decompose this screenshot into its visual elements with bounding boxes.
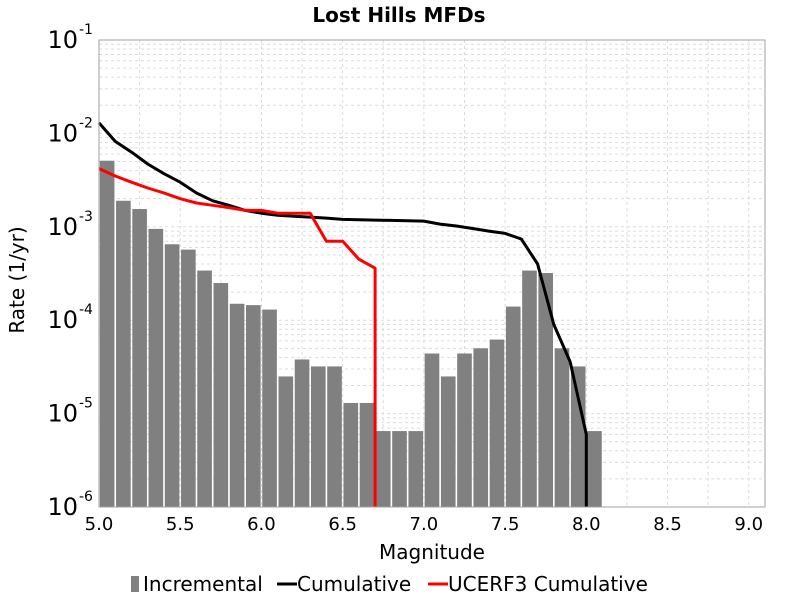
incremental-bar (132, 209, 147, 508)
x-tick-label: 6.0 (247, 514, 276, 535)
incremental-bar (197, 270, 212, 507)
y-tick-exponent: -5 (79, 396, 93, 412)
x-tick-label: 8.5 (653, 514, 682, 535)
x-tick-label: 7.5 (491, 514, 520, 535)
incremental-bar (440, 376, 456, 507)
y-tick-label: 10 (47, 493, 78, 521)
incremental-bar (181, 249, 196, 507)
incremental-bar (164, 244, 180, 507)
legend-item: Cumulative (277, 572, 411, 596)
legend-label: UCERF3 Cumulative (448, 572, 648, 596)
x-tick-label: 5.5 (166, 514, 195, 535)
x-tick-label: 8.0 (572, 514, 601, 535)
y-tick-label: 10 (47, 400, 78, 428)
chart-title: Lost Hills MFDs (312, 3, 485, 27)
y-tick-label: 10 (47, 26, 78, 54)
incremental-bar (99, 160, 115, 507)
x-axis-label: Magnitude (379, 540, 485, 564)
incremental-bar (489, 339, 505, 507)
incremental-bar (294, 359, 310, 507)
incremental-bar (538, 273, 554, 507)
legend-label: Cumulative (297, 572, 411, 596)
y-tick-label: 10 (47, 306, 78, 334)
incremental-bar (229, 303, 245, 507)
incremental-bar (343, 402, 359, 507)
incremental-bar (570, 366, 586, 507)
incremental-bar (554, 348, 570, 507)
incremental-bar (375, 431, 391, 507)
y-tick-exponent: -2 (79, 115, 93, 131)
y-tick-exponent: -1 (79, 22, 93, 38)
x-tick-label: 9.0 (734, 514, 763, 535)
incremental-bar (457, 353, 472, 507)
y-tick-exponent: -3 (79, 209, 93, 225)
y-tick-label: 10 (47, 119, 78, 147)
plot-frame (98, 39, 766, 508)
incremental-bar (587, 431, 602, 507)
incremental-bar (327, 366, 342, 507)
series-line-ucerf3-cumulative (98, 167, 377, 507)
incremental-bar (278, 376, 294, 507)
legend-swatch (131, 576, 139, 592)
y-tick-exponent: -4 (79, 302, 93, 318)
y-tick-label: 10 (47, 213, 78, 241)
incremental-bar (473, 348, 489, 507)
incremental-bar (505, 306, 521, 507)
incremental-bars (99, 160, 602, 508)
incremental-bar (522, 270, 537, 507)
incremental-bar (424, 353, 440, 507)
y-tick-exponent: -6 (79, 489, 93, 505)
legend-label: Incremental (143, 572, 263, 596)
y-axis-label: Rate (1/yr) (5, 226, 29, 333)
x-tick-label: 6.5 (328, 514, 357, 535)
x-tick-labels: 5.0 5.5 6.0 6.5 7.0 7.5 8.0 8.5 9.0 (85, 514, 763, 535)
series-line-cumulative (97, 121, 588, 507)
incremental-bar (148, 228, 164, 507)
legend-item: UCERF3 Cumulative (428, 572, 648, 596)
legend: Incremental Cumulative UCERF3 Cumulative (131, 572, 648, 596)
incremental-bar (116, 200, 131, 508)
incremental-bar (262, 309, 277, 507)
incremental-bar (310, 366, 326, 507)
cumulative-lines (97, 121, 588, 507)
x-tick-label: 7.0 (410, 514, 439, 535)
legend-item: Incremental (131, 572, 263, 596)
incremental-bar (359, 402, 375, 507)
incremental-bar (408, 431, 424, 507)
x-tick-label: 5.0 (85, 514, 114, 535)
incremental-bar (392, 431, 407, 507)
incremental-bar (246, 305, 261, 507)
y-tick-labels: 10-610-510-410-310-210-1 (47, 22, 93, 521)
incremental-bar (213, 283, 229, 507)
